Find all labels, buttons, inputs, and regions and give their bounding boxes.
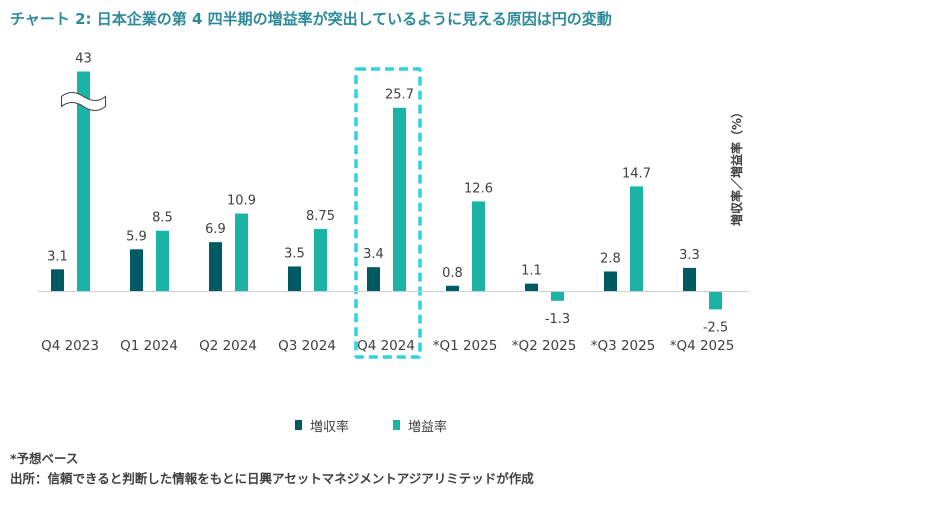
highlight-box: [354, 67, 422, 359]
legend-item-profit: 増益率: [393, 416, 447, 435]
bar-revenue-6: [446, 285, 459, 292]
footnote-source: 出所：信頼できると判断した情報をもとに日興アセットマネジメントアジアリミテッドが…: [10, 471, 534, 486]
data-label-profit-4: 8.75: [306, 209, 335, 224]
bar-profit-4: [314, 228, 327, 292]
data-label-revenue-8: 2.8: [600, 251, 621, 266]
bar-profit-8: [630, 186, 643, 292]
legend-swatch-profit: [393, 420, 401, 430]
data-label-revenue-4: 3.5: [284, 246, 305, 261]
bar-revenue-3: [209, 242, 222, 292]
x-tick-label-2: Q1 2024: [120, 338, 178, 354]
x-tick-label-7: *Q2 2025: [512, 338, 577, 354]
bar-revenue-4: [288, 266, 301, 292]
bar-profit-1: [77, 71, 90, 292]
legend: 増収率 増益率: [295, 415, 491, 435]
bar-profit-7: [551, 291, 564, 301]
x-tick-label-8: *Q3 2025: [591, 338, 656, 354]
y-axis-label: 増収率／増益率（%）: [729, 106, 744, 226]
data-label-profit-3: 10.9: [227, 194, 256, 209]
data-label-profit-8: 14.7: [622, 166, 651, 181]
bar-revenue-2: [130, 249, 143, 292]
bar-revenue-7: [525, 283, 538, 292]
legend-label-profit: 増益率: [408, 419, 448, 435]
legend-label-revenue: 増収率: [310, 419, 350, 435]
bar-profit-5: [393, 107, 406, 292]
x-tick-label-3: Q2 2024: [199, 338, 257, 354]
bar-profit-2: [156, 230, 169, 292]
bar-revenue-1: [51, 269, 64, 292]
data-label-profit-9: -2.5: [703, 320, 728, 335]
bar-profit-3: [235, 213, 248, 292]
bar-profit-9: [709, 291, 722, 310]
data-label-revenue-9: 3.3: [679, 248, 700, 263]
data-label-revenue-7: 1.1: [521, 264, 542, 279]
data-label-revenue-3: 6.9: [205, 222, 226, 237]
x-tick-label-6: *Q1 2025: [433, 338, 498, 354]
footnote-forecast: *予想ベース: [10, 451, 79, 466]
chart-title: チャート 2: 日本企業の第 4 四半期の増益率が突出しているように見える原因は…: [10, 10, 612, 28]
data-label-revenue-1: 3.1: [47, 249, 68, 264]
legend-item-revenue: 増収率: [295, 416, 349, 435]
data-label-profit-7: -1.3: [545, 312, 570, 327]
data-label-profit-1: 43: [75, 52, 92, 67]
data-label-profit-2: 8.5: [152, 211, 173, 226]
legend-swatch-revenue: [295, 420, 302, 430]
data-label-revenue-2: 5.9: [126, 229, 147, 244]
data-label-revenue-6: 0.8: [442, 266, 463, 281]
x-tick-label-5: Q4 2024: [357, 338, 415, 354]
data-label-profit-5: 25.7: [385, 88, 414, 103]
bar-revenue-5: [367, 267, 380, 292]
x-tick-label-4: Q3 2024: [278, 338, 336, 354]
labels-layer: 3.1 43 Q4 2023 5.9 8.5 Q1 2024 6.910.9 Q2 2024 3…: [41, 52, 734, 355]
bar-profit-6: [472, 201, 485, 292]
bar-chart: 3.1 43 Q4 2023 5.9 8.5 Q1 2024 6.910.9 Q2 2024 3…: [38, 52, 748, 359]
axis-break-marker: [61, 92, 106, 111]
bar-revenue-9: [683, 267, 696, 292]
bar-revenue-8: [604, 271, 617, 292]
data-label-profit-6: 12.6: [464, 181, 493, 196]
bars-layer: [51, 67, 722, 359]
data-label-revenue-5: 3.4: [363, 247, 384, 262]
x-tick-label-9: *Q4 2025: [670, 338, 735, 354]
x-tick-label-1: Q4 2023: [41, 338, 99, 354]
